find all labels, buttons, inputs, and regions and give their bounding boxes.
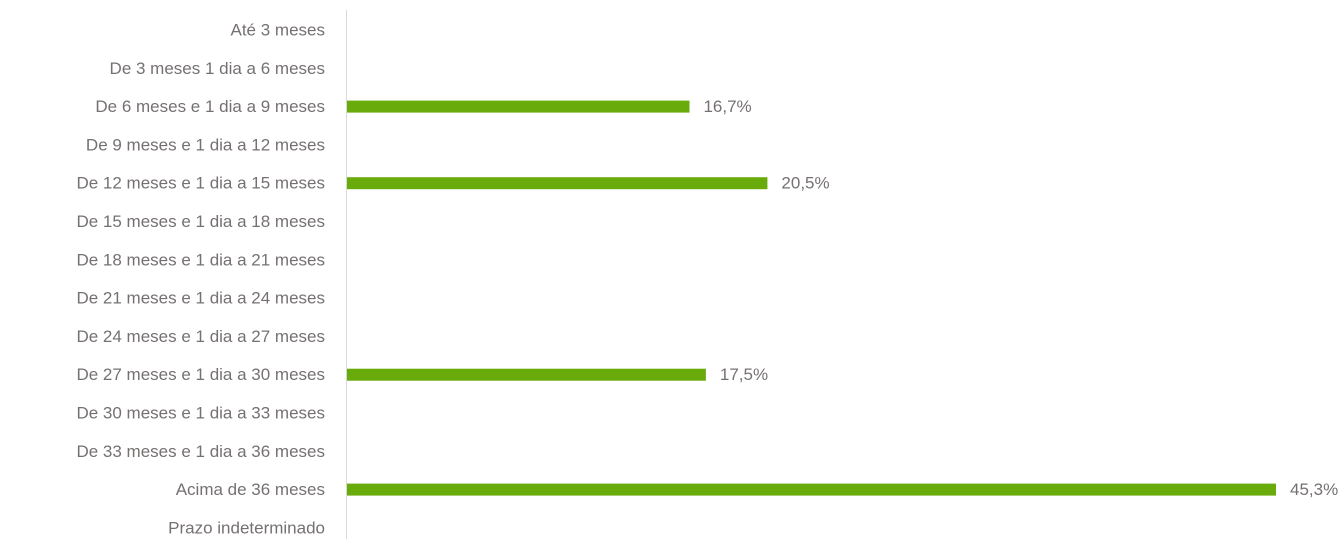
data-label: 17,5% [720, 365, 768, 384]
y-tick-label: De 15 meses e 1 dia a 18 meses [76, 212, 325, 231]
y-tick-label: Até 3 meses [231, 20, 326, 39]
y-tick-label: De 12 meses e 1 dia a 15 meses [76, 174, 325, 193]
y-tick-label: De 6 meses e 1 dia a 9 meses [95, 97, 325, 116]
y-tick-label: Acima de 36 meses [176, 480, 325, 499]
data-label: 16,7% [703, 97, 751, 116]
y-tick-label: De 27 meses e 1 dia a 30 meses [76, 365, 325, 384]
bar [347, 483, 1276, 496]
y-tick-label: De 21 meses e 1 dia a 24 meses [76, 289, 325, 308]
bar [347, 100, 690, 113]
bar [347, 177, 768, 190]
y-tick-label: De 18 meses e 1 dia a 21 meses [76, 250, 325, 269]
y-tick-label: De 3 meses 1 dia a 6 meses [110, 59, 325, 78]
bar [347, 368, 706, 381]
y-tick-label: De 9 meses e 1 dia a 12 meses [86, 135, 325, 154]
y-tick-label: De 33 meses e 1 dia a 36 meses [76, 442, 325, 461]
data-label: 45,3% [1290, 480, 1338, 499]
y-tick-label: Prazo indeterminado [168, 518, 325, 537]
data-label: 20,5% [781, 174, 829, 193]
y-tick-label: De 30 meses e 1 dia a 33 meses [76, 403, 325, 422]
y-tick-label: De 24 meses e 1 dia a 27 meses [76, 327, 325, 346]
